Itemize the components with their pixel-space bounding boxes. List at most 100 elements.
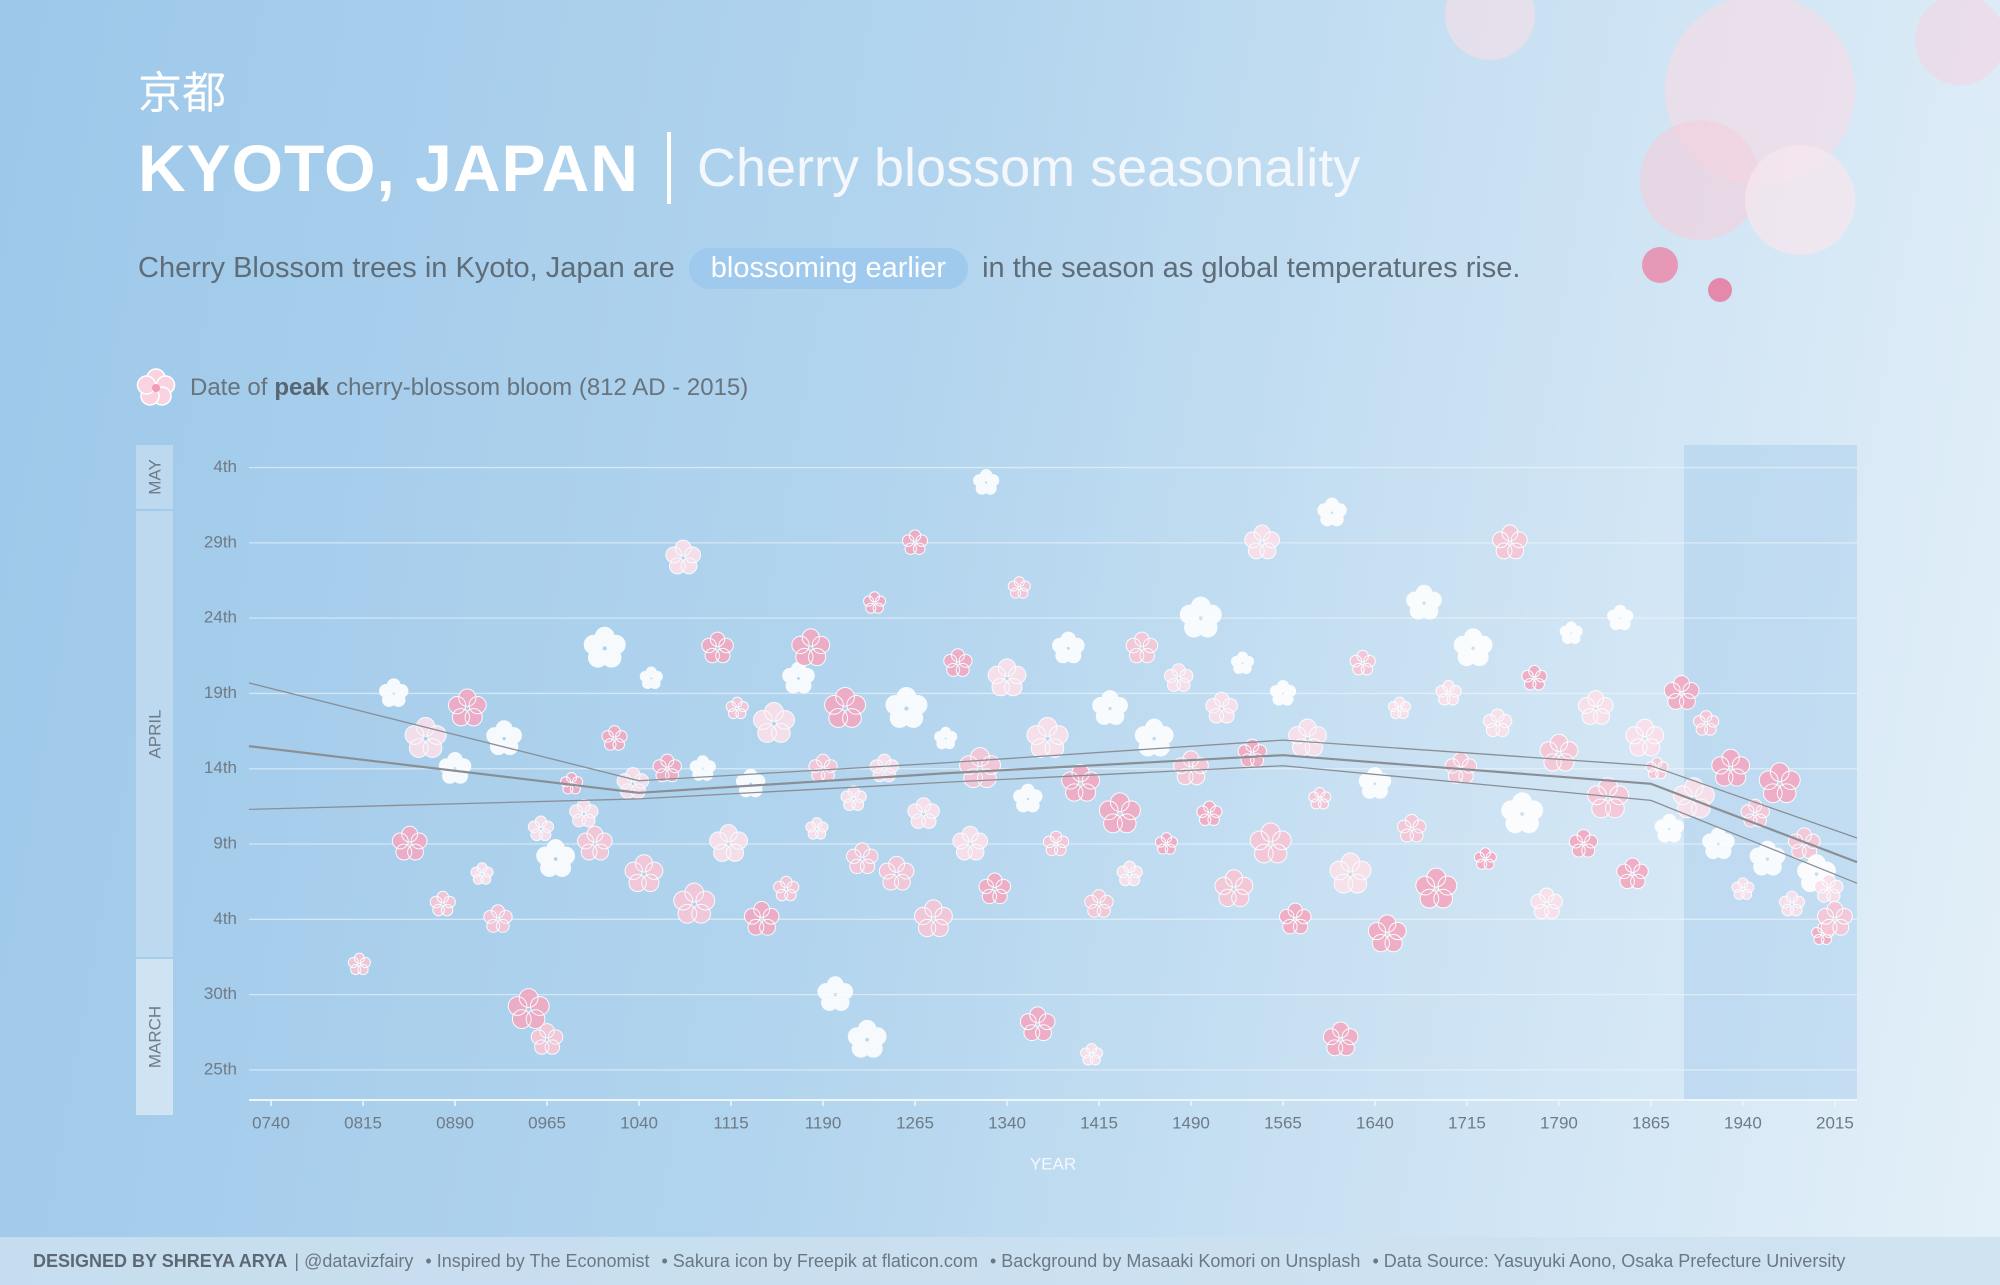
blossom-point — [1672, 777, 1715, 819]
blossom-point — [752, 702, 795, 743]
blossom-point — [1415, 867, 1458, 909]
blossom-point — [429, 890, 456, 917]
blossom-point — [438, 752, 472, 784]
x-axis-label: YEAR — [1030, 1154, 1076, 1173]
blossom-point — [1084, 889, 1114, 918]
blossom-point — [1173, 750, 1209, 786]
blossom-point — [404, 717, 447, 758]
blossom-decoration — [1445, 0, 2000, 302]
blossom-point — [1521, 664, 1548, 691]
x-tick-label: 1790 — [1540, 1113, 1578, 1132]
blossom-point — [483, 904, 513, 933]
month-label: MARCH — [145, 1006, 164, 1068]
blossom-point — [1269, 679, 1297, 706]
blossom-point — [943, 648, 973, 677]
x-tick-label: 1640 — [1356, 1113, 1394, 1132]
blossom-point — [1435, 679, 1462, 706]
blossom-point — [536, 839, 576, 877]
blossom-point — [1116, 860, 1143, 887]
blossom-point — [987, 658, 1027, 697]
blossom-point — [709, 824, 748, 862]
description-text: in the season as global temperatures ris… — [982, 252, 1521, 284]
blossom-point — [885, 686, 928, 728]
blossom-point — [577, 825, 613, 861]
description-highlight: blossoming earlier — [688, 248, 969, 289]
legend-text: Date of — [190, 374, 268, 401]
x-tick-label: 0815 — [344, 1113, 382, 1132]
blossom-point — [624, 854, 664, 893]
x-tick-label: 1340 — [988, 1113, 1026, 1132]
blossom-point — [1492, 524, 1528, 560]
blossom-point — [391, 825, 428, 861]
trend-line — [248, 682, 1858, 839]
blossom-point — [1607, 604, 1634, 631]
blossom-point — [959, 747, 1002, 789]
x-tick-label: 1865 — [1632, 1113, 1670, 1132]
y-tick-label: 4th — [213, 457, 237, 476]
y-tick-label: 29th — [204, 532, 237, 551]
y-tick-label: 24th — [204, 608, 237, 627]
blossom-point — [507, 988, 550, 1029]
blossom-point — [1587, 777, 1629, 819]
blossom-point — [973, 469, 1000, 495]
x-tick-label: 0965 — [528, 1113, 566, 1132]
y-tick-label: 14th — [204, 758, 237, 777]
blossom-point — [1042, 830, 1070, 857]
blossom-point — [1052, 631, 1085, 664]
blossom-point — [1214, 869, 1254, 908]
blossom-point — [530, 1023, 564, 1055]
footer-item: • Inspired by The Economist — [425, 1250, 650, 1271]
blossom-point — [1317, 497, 1347, 527]
x-tick-label: 1490 — [1172, 1113, 1210, 1132]
blossom-point — [1358, 767, 1392, 799]
blossom-point — [934, 726, 958, 750]
blossom-point — [1249, 822, 1292, 864]
blossom-point — [601, 725, 628, 751]
blossom-point — [743, 901, 780, 936]
blossom-point — [725, 696, 749, 720]
blossom-point — [952, 825, 989, 861]
blossom-point — [1749, 840, 1786, 876]
blossom-point — [1125, 631, 1159, 664]
blossom-point — [978, 872, 1011, 905]
blossom-point — [1568, 828, 1599, 858]
blossom-point — [824, 686, 867, 728]
footer-item: • Background by Masaaki Komori on Unspla… — [989, 1250, 1361, 1271]
blossom-point — [1453, 628, 1493, 667]
blossom-point — [1787, 827, 1821, 859]
footer-item: • Data Source: Yasuyuki Aono, Osaka Pref… — [1372, 1250, 1846, 1271]
blossom-point — [689, 755, 716, 781]
blossom-point — [1367, 914, 1407, 953]
blossom-point — [1397, 813, 1427, 843]
blossom-point — [1288, 718, 1327, 757]
blossom-point — [1007, 576, 1031, 599]
blossom-point — [1098, 792, 1141, 834]
blossom-point — [863, 591, 887, 614]
footer-item: • Sakura icon by Freepik at flaticon.com — [661, 1250, 978, 1271]
blossom-point — [560, 772, 584, 795]
blossom-point — [1482, 708, 1513, 738]
footer-handle: | @datavizfairy — [294, 1250, 414, 1271]
month-label: APRIL — [145, 709, 164, 758]
blossom-point — [901, 529, 929, 555]
blossom-point — [1530, 887, 1563, 920]
blossom-point — [1230, 651, 1255, 674]
legend: Date of peak cherry-blossom bloom (812 A… — [134, 366, 748, 410]
blossom-point — [1278, 902, 1312, 935]
x-tick-label: 1190 — [805, 1113, 842, 1132]
blossom-point — [1237, 738, 1267, 768]
blossom-point — [470, 862, 494, 885]
trend-line — [248, 765, 1858, 884]
blossom-point — [782, 661, 815, 694]
separator — [666, 132, 671, 204]
blossom-point — [1663, 675, 1700, 710]
blossom-point — [1322, 1021, 1359, 1057]
blossom-point — [1577, 690, 1614, 725]
blossom-point — [1013, 783, 1043, 813]
month-band — [136, 445, 173, 509]
blossom-point — [1080, 1043, 1104, 1066]
blossom-point — [569, 798, 599, 828]
month-band — [136, 511, 173, 957]
